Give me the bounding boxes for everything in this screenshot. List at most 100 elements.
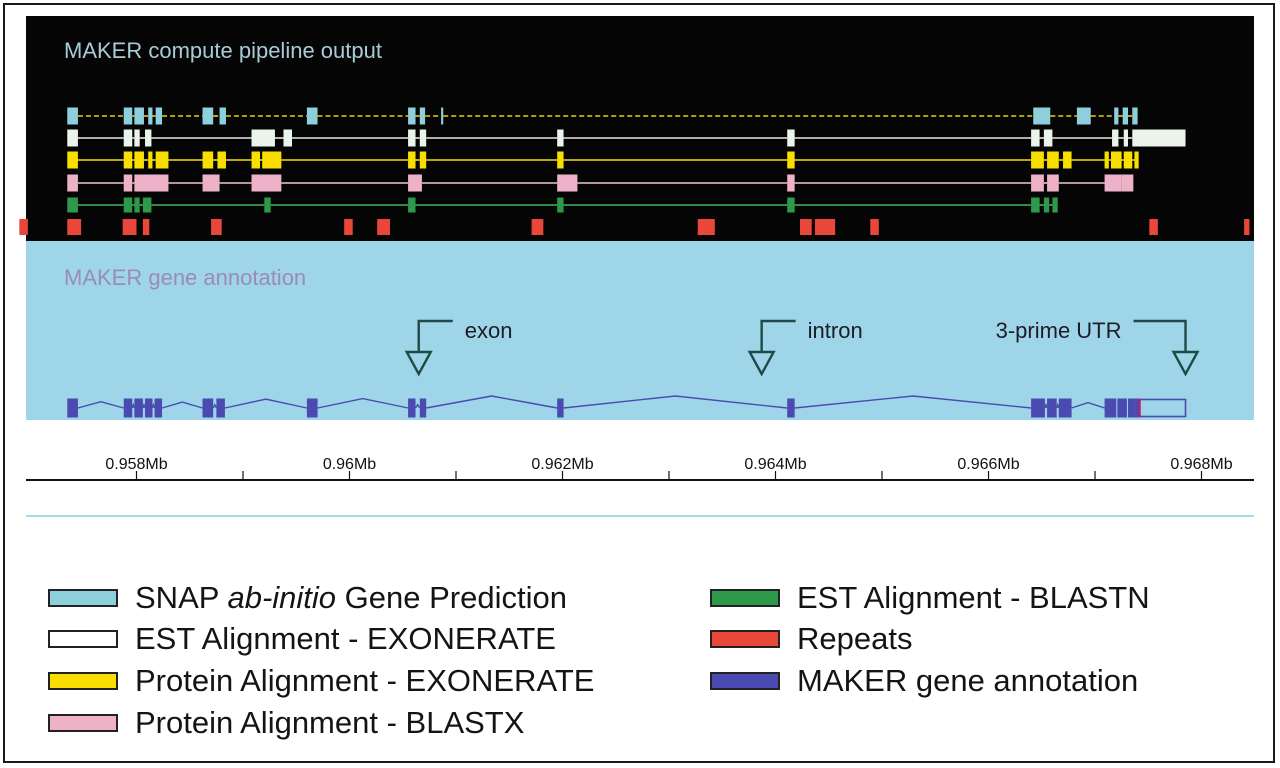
callout-exon: exon: [404, 318, 513, 377]
pipeline-panel-title: MAKER compute pipeline output: [64, 38, 382, 63]
track-block: [123, 151, 133, 169]
track-block: [1110, 151, 1122, 169]
track-block: [211, 219, 222, 235]
track-block: [557, 151, 564, 169]
track-block: [155, 107, 163, 125]
track-block: [306, 107, 318, 125]
callout-intron: intron: [747, 318, 863, 377]
track-block: [1047, 174, 1059, 192]
gene-exon: [134, 398, 143, 418]
track-block: [787, 151, 795, 169]
legend-label-exonerate-est: EST Alignment - EXONERATE: [135, 621, 556, 656]
gene-exon: [306, 398, 318, 418]
track-block: [219, 107, 226, 125]
legend-swatch-snap: [48, 589, 118, 607]
track-block: [419, 107, 426, 125]
track-block: [67, 129, 78, 147]
track-block: [123, 107, 133, 125]
track-repeats: [19, 219, 1250, 235]
track-block: [1033, 107, 1051, 125]
legend-item-repeats: Repeats: [710, 621, 912, 657]
gene-intron: [151, 402, 156, 409]
gene-exon: [1134, 398, 1140, 418]
track-block: [1076, 107, 1091, 125]
gene-exon: [419, 398, 427, 418]
gene-intron: [794, 395, 1032, 409]
gene-exon: [787, 398, 795, 418]
gene-exon: [202, 398, 214, 418]
track-block: [1114, 107, 1119, 125]
gene-exon: [123, 398, 133, 418]
track-block: [134, 174, 169, 192]
track-block: [217, 151, 226, 169]
track-block: [1043, 197, 1050, 213]
track-block: [202, 174, 220, 192]
gene-intron: [212, 403, 218, 409]
track-block: [264, 197, 271, 213]
track-block: [557, 174, 578, 192]
track-block: [408, 107, 416, 125]
legend-swatch-maker-annotation: [710, 672, 780, 690]
track-exonerate_est: [67, 129, 1186, 147]
gene-intron: [1055, 402, 1060, 409]
track-block: [1031, 174, 1044, 192]
legend-swatch-blastn: [710, 589, 780, 607]
axis-tick-label: 0.966Mb: [957, 456, 1019, 473]
gene-intron: [131, 402, 136, 409]
track-block: [262, 151, 282, 169]
track-block: [531, 219, 544, 235]
legend-item-maker-annotation: MAKER gene annotation: [710, 663, 1138, 699]
gene-exon: [216, 398, 225, 418]
track-snap: [67, 107, 1138, 125]
track-block: [1031, 151, 1044, 169]
callout-label: intron: [808, 318, 863, 343]
track-block: [1104, 174, 1122, 192]
track-blastx: [67, 174, 1134, 192]
track-block: [1043, 129, 1053, 147]
gene-exon: [1104, 398, 1117, 418]
gene-exon: [154, 398, 163, 418]
track-block: [1031, 197, 1040, 213]
track-block: [557, 129, 564, 147]
coordinate-axis: 0.958Mb 0.96Mb 0.962Mb 0.964Mb 0.966Mb 0.968M…: [26, 456, 1254, 481]
track-block: [251, 174, 282, 192]
track-block: [122, 219, 137, 235]
legend-swatch-exonerate-protein: [48, 672, 118, 690]
pipeline-panel: [26, 16, 1254, 241]
gene-exon: [1031, 398, 1045, 418]
track-block: [251, 129, 275, 147]
callout-label: exon: [465, 318, 513, 343]
gene-intron: [142, 402, 146, 409]
legend-swatch-repeats: [710, 630, 780, 648]
track-block: [67, 107, 78, 125]
legend-item-snap: SNAP ab-initio Gene Prediction: [48, 580, 567, 616]
legend-label-blastn: EST Alignment - BLASTN: [797, 580, 1150, 615]
axis-tick-label: 0.96Mb: [323, 456, 376, 473]
track-block: [251, 151, 261, 169]
track-block: [787, 197, 795, 213]
track-block: [814, 219, 836, 235]
legend-swatch-blastx: [48, 714, 118, 732]
legend-swatch-exonerate-est: [48, 630, 118, 648]
gene-exon: [145, 398, 153, 418]
track-block: [1122, 107, 1129, 125]
track-block: [1112, 129, 1119, 147]
gene-exon: [67, 398, 78, 418]
track-block: [557, 197, 564, 213]
axis-tick-label: 0.968Mb: [1170, 456, 1232, 473]
feature-callouts: exon intron 3-prime UTR: [404, 318, 1200, 377]
track-block: [1121, 174, 1134, 192]
gene-intron: [161, 401, 203, 409]
legend-label-snap: SNAP ab-initio Gene Prediction: [135, 580, 567, 615]
track-block: [148, 107, 153, 125]
track-block: [1063, 151, 1072, 169]
gene-exon: [1047, 398, 1057, 418]
gene-intron: [1044, 402, 1048, 409]
track-block: [1047, 151, 1059, 169]
legend-item-exonerate-est: EST Alignment - EXONERATE: [48, 621, 556, 657]
track-block: [408, 129, 416, 147]
pipeline-tracks: [19, 107, 1250, 235]
track-block: [67, 197, 78, 213]
track-block: [787, 129, 795, 147]
track-block: [1149, 219, 1158, 235]
